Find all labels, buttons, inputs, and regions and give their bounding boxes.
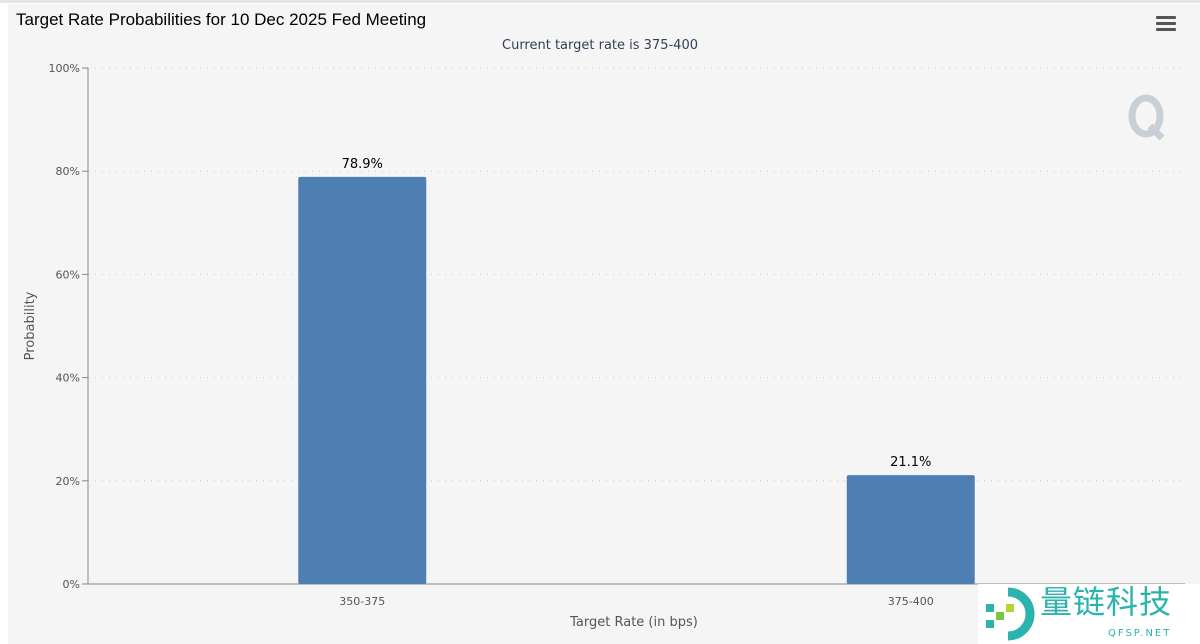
- x-axis-label: Target Rate (in bps): [569, 615, 698, 630]
- watermark-logo: 量链科技 QFSP.NET: [978, 584, 1200, 644]
- y-tick-label: 40%: [56, 372, 80, 385]
- y-tick-label: 0%: [63, 578, 80, 591]
- q-logo-icon: [1128, 94, 1165, 141]
- chart-title: Target Rate Probabilities for 10 Dec 202…: [16, 10, 427, 29]
- data-label: 78.9%: [342, 157, 383, 172]
- bar: [298, 176, 427, 584]
- data-label: 21.1%: [890, 455, 931, 470]
- top-border: [0, 0, 1200, 3]
- y-tick-label: 60%: [56, 268, 80, 281]
- y-tick-label: 20%: [56, 475, 80, 488]
- hamburger-menu-icon[interactable]: [1156, 16, 1176, 32]
- bar: [846, 475, 975, 584]
- x-tick-label: 350-375: [339, 595, 385, 608]
- watermark-text-cn: 量链科技: [1040, 583, 1173, 621]
- chart-subtitle: Current target rate is 375-400: [502, 38, 698, 53]
- y-tick-label: 80%: [56, 165, 80, 178]
- y-axis-label: Probability: [23, 291, 38, 360]
- watermark-logo-icon: [986, 587, 1035, 641]
- watermark-text-en: QFSP.NET: [1108, 628, 1172, 639]
- x-tick-label: 375-400: [888, 595, 934, 608]
- chart-container: [8, 4, 1200, 644]
- y-tick-label: 100%: [49, 62, 80, 75]
